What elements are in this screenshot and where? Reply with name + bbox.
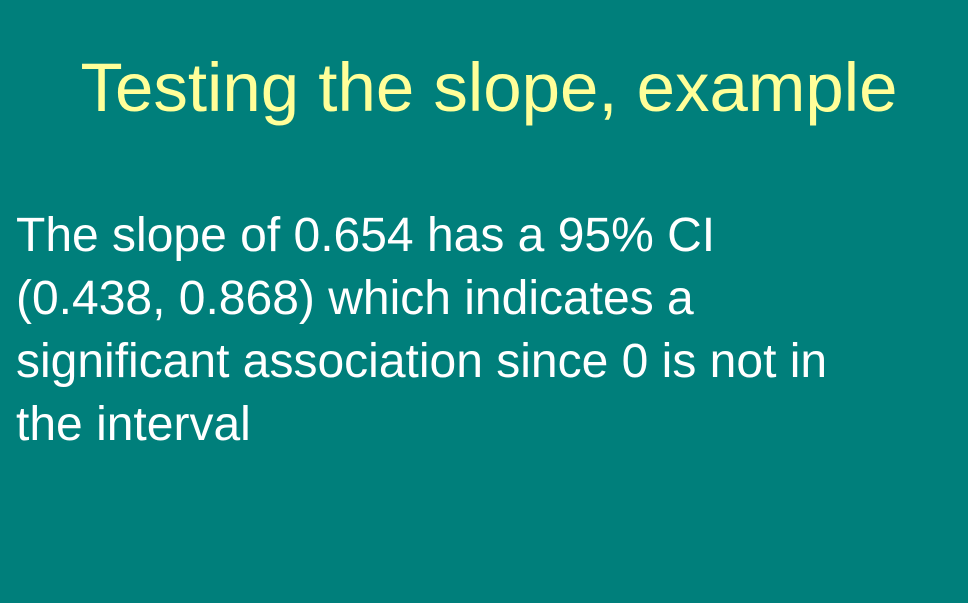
slide-title: Testing the slope, example — [80, 49, 898, 126]
body-line: the interval — [16, 398, 251, 451]
body-line: The slope of 0.654 has a 95% CI — [16, 209, 716, 262]
body-line: significant association since 0 is not i… — [16, 335, 828, 388]
slide-body: The slope of 0.654 has a 95% CI (0.438, … — [16, 204, 956, 456]
body-line: (0.438, 0.868) which indicates a — [16, 272, 694, 325]
